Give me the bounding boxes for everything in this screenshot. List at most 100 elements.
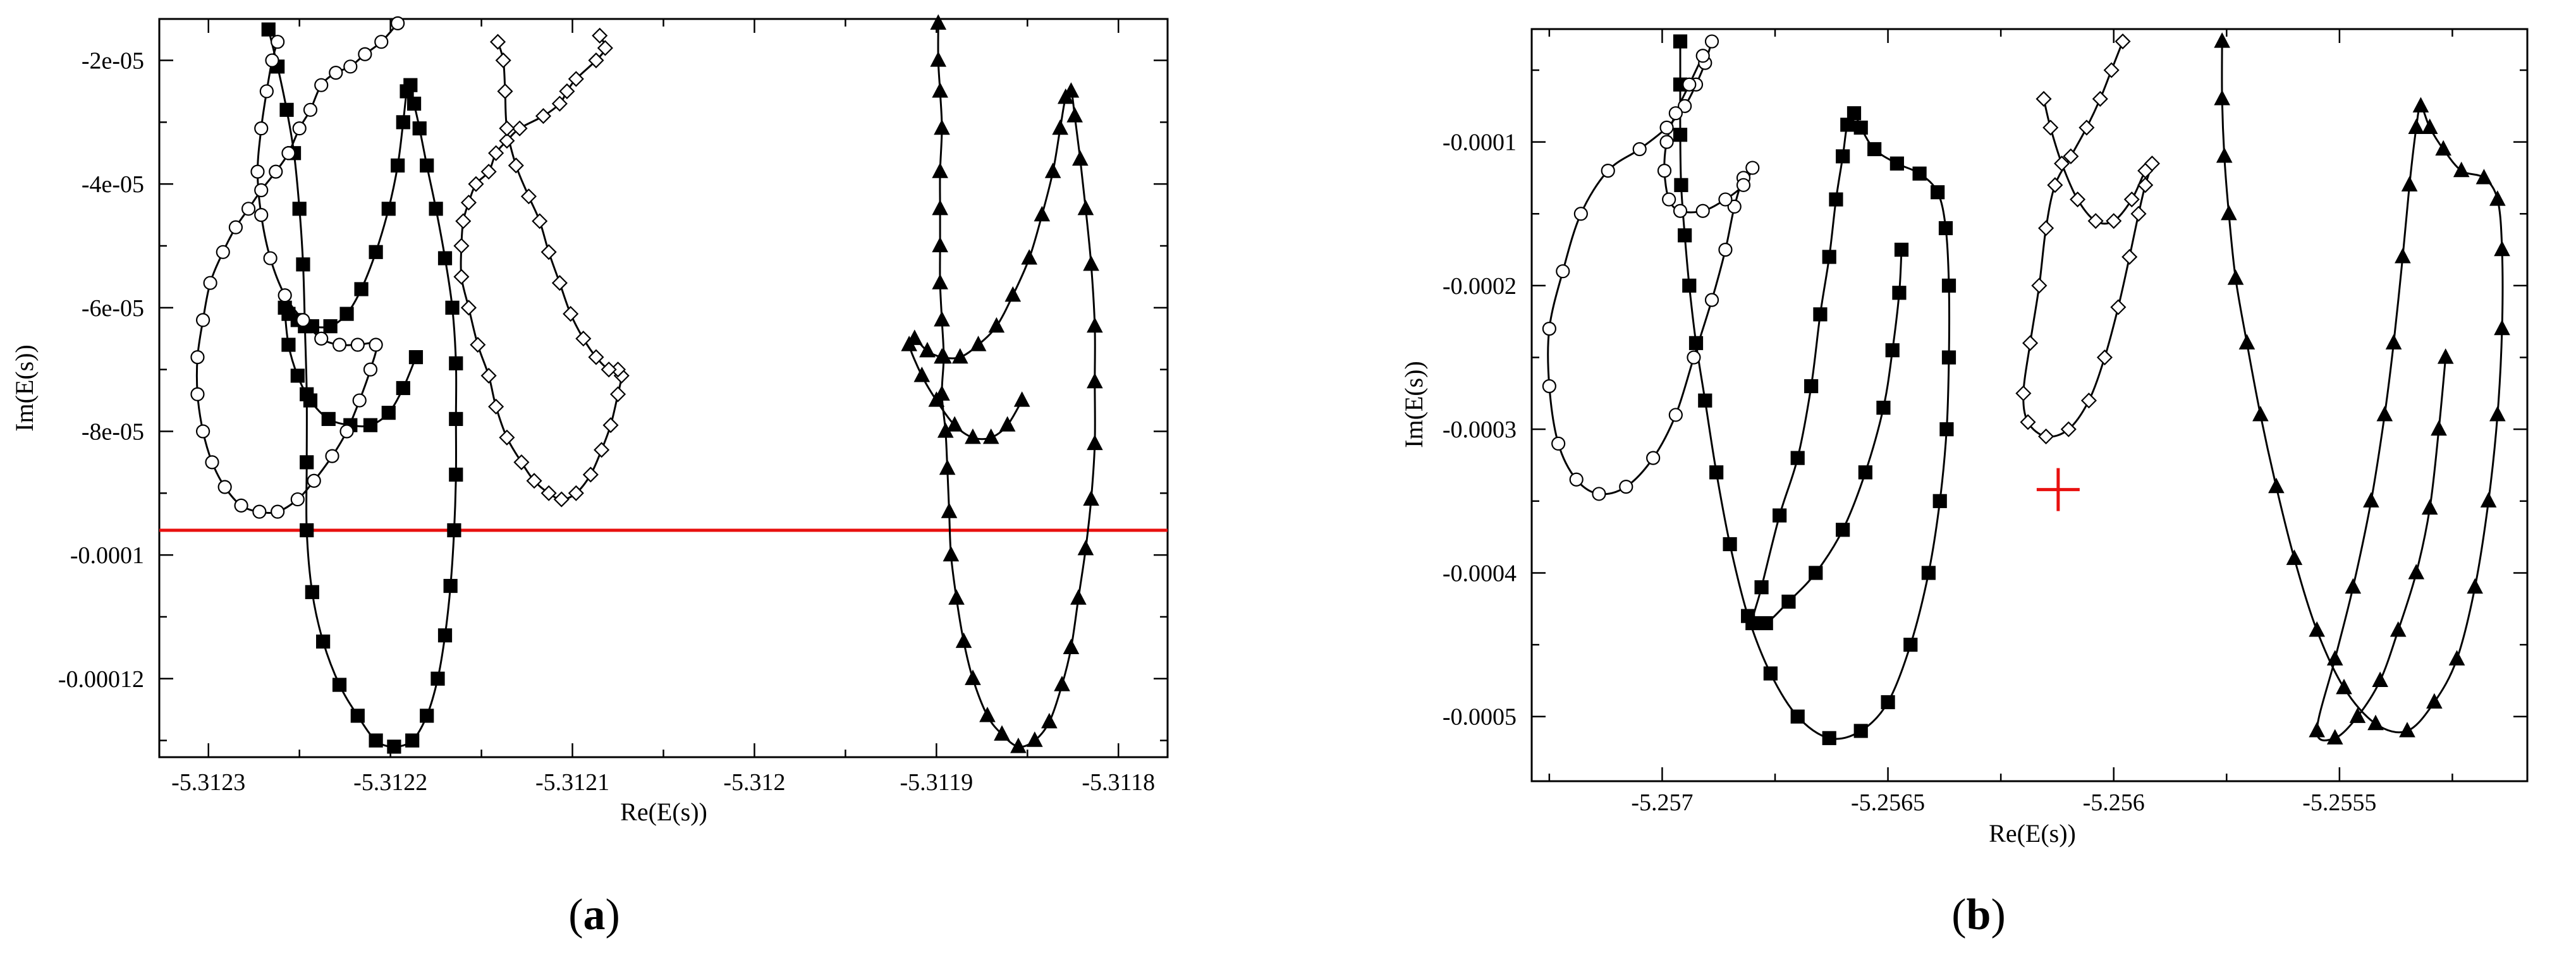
circle-point bbox=[1704, 293, 1719, 307]
triangle-point bbox=[2399, 722, 2415, 738]
square-point bbox=[381, 202, 396, 216]
circle-point bbox=[325, 449, 339, 463]
square-point bbox=[405, 733, 420, 748]
square-point bbox=[350, 709, 365, 723]
triangle-point bbox=[946, 416, 963, 432]
diamond-point bbox=[520, 188, 537, 205]
diamond-point bbox=[489, 33, 506, 50]
circle-point bbox=[263, 251, 278, 265]
x-axis-label-b: Re(E(s)) bbox=[1989, 819, 2076, 848]
triangle-point bbox=[1054, 676, 1070, 691]
circle-point bbox=[195, 424, 211, 439]
triangle-point bbox=[965, 428, 981, 444]
square-point bbox=[381, 406, 396, 420]
square-point bbox=[339, 307, 354, 321]
triangle-point bbox=[928, 391, 945, 407]
triangle-point bbox=[2494, 319, 2510, 336]
circle-point bbox=[1551, 436, 1566, 451]
circle-point bbox=[374, 35, 389, 49]
square-point bbox=[1853, 724, 1868, 738]
circle-point bbox=[369, 338, 383, 352]
triangle-point bbox=[2336, 678, 2352, 695]
triangle-point bbox=[1070, 589, 1087, 605]
triangle-point bbox=[1041, 712, 1058, 729]
triangle-point bbox=[1066, 107, 1083, 123]
triangle-point bbox=[2408, 118, 2425, 135]
square-point bbox=[369, 733, 383, 748]
circle-point bbox=[1682, 77, 1697, 92]
square-point bbox=[1892, 286, 1907, 300]
circle-point bbox=[343, 59, 358, 74]
circle-point bbox=[259, 84, 274, 99]
x-tick-label: -5.3121 bbox=[535, 769, 609, 796]
square-point bbox=[1759, 616, 1773, 631]
square-point bbox=[1889, 156, 1904, 171]
diamond-point bbox=[488, 398, 504, 415]
diamond-point bbox=[460, 300, 477, 316]
square-point bbox=[430, 671, 445, 686]
square-point bbox=[1745, 616, 1760, 631]
diamond-point bbox=[499, 429, 515, 446]
triangle-point bbox=[2227, 269, 2244, 285]
square-point bbox=[1698, 393, 1712, 408]
square-point bbox=[1674, 178, 1688, 192]
x-tick-label: -5.3123 bbox=[171, 769, 245, 796]
circle-point bbox=[269, 164, 283, 179]
square-point bbox=[1853, 120, 1868, 135]
circle-point bbox=[190, 350, 205, 365]
square-point bbox=[449, 467, 463, 482]
triangle-point bbox=[2385, 334, 2402, 350]
triangle-point bbox=[2494, 240, 2510, 257]
circle-point bbox=[203, 276, 217, 290]
y-tick-label: -0.0004 bbox=[1443, 560, 1517, 587]
diamond-point bbox=[513, 454, 530, 470]
x-tick-label: -5.3118 bbox=[1082, 769, 1155, 796]
square-point bbox=[323, 319, 338, 334]
circle-point bbox=[250, 164, 265, 179]
circle-point bbox=[350, 338, 365, 352]
square-point bbox=[1709, 465, 1724, 480]
circle-point bbox=[1718, 192, 1733, 207]
triangle-point bbox=[2238, 334, 2256, 350]
diamond-point bbox=[511, 120, 528, 137]
triangle-point bbox=[1057, 88, 1074, 104]
circle-point bbox=[1632, 142, 1647, 157]
tick-labels-b: -5.257 -5.2565 -5.256 -5.2555 -0.0005 -0.0004… bbox=[1443, 130, 2377, 816]
square-point bbox=[420, 709, 434, 723]
diamond-point bbox=[588, 52, 604, 69]
square-point bbox=[1932, 494, 1947, 508]
circle-point bbox=[271, 504, 285, 519]
triangle-point bbox=[1027, 731, 1043, 747]
square-point bbox=[1822, 731, 1836, 745]
circle-point bbox=[241, 202, 256, 216]
square-point bbox=[447, 523, 461, 538]
diamond-point bbox=[453, 269, 470, 285]
square-point bbox=[443, 578, 458, 593]
diamond-point bbox=[582, 466, 599, 483]
triangle-point bbox=[988, 317, 1005, 333]
square-point bbox=[354, 282, 369, 296]
x-tick-label: -5.256 bbox=[2083, 789, 2145, 816]
circle-point bbox=[358, 47, 372, 61]
x-tick-label: -5.3122 bbox=[353, 769, 427, 796]
triangle-point bbox=[2326, 650, 2343, 666]
square-point bbox=[363, 418, 378, 432]
diamond-point bbox=[2121, 248, 2138, 265]
triangle-point bbox=[2349, 707, 2366, 723]
diamond-point bbox=[540, 485, 557, 501]
square-point bbox=[1939, 422, 1954, 437]
data-layer-b bbox=[1542, 32, 2510, 745]
circle-point bbox=[234, 498, 248, 513]
square-point bbox=[412, 121, 427, 136]
y-tick-label: -0.0005 bbox=[1443, 704, 1517, 731]
triangle-point bbox=[913, 367, 931, 382]
diamond-point bbox=[2087, 213, 2104, 229]
diamond-point bbox=[508, 157, 524, 174]
triangle-point bbox=[2489, 406, 2506, 422]
square-point bbox=[1678, 228, 1692, 243]
triangle-point bbox=[2390, 621, 2407, 637]
triangle-point bbox=[932, 236, 948, 253]
square-point bbox=[1931, 185, 1945, 200]
x-tick-label: -5.257 bbox=[1631, 789, 1693, 816]
square-point bbox=[420, 158, 434, 173]
